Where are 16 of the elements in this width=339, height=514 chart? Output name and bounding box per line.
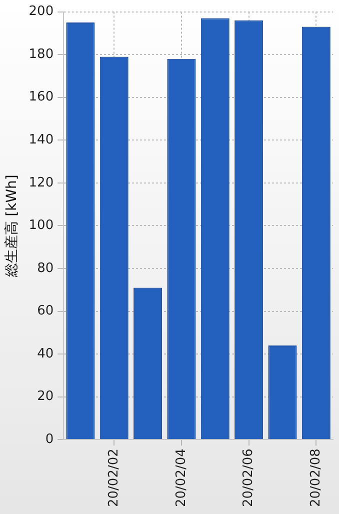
y-tick-label: 40 (37, 346, 54, 362)
y-tick-label: 160 (28, 90, 54, 105)
y-tick-label: 100 (28, 218, 54, 234)
y-axis-title: 総生産高 [kWh] (4, 174, 20, 278)
y-tick-label: 180 (28, 46, 54, 62)
y-tick-label: 20 (37, 389, 54, 404)
y-tick-label: 120 (28, 175, 54, 190)
y-tick-label: 200 (28, 4, 54, 20)
y-tick-label: 60 (37, 304, 54, 319)
y-tick-label: 80 (37, 260, 54, 276)
x-tick-label: 20/02/02 (106, 448, 122, 508)
x-tick-label: 20/02/04 (174, 448, 189, 508)
y-tick-label: 0 (45, 432, 54, 447)
x-tick-label: 20/02/08 (308, 448, 324, 508)
x-tick-label: 20/02/06 (241, 448, 256, 508)
y-tick-label: 140 (28, 132, 54, 148)
